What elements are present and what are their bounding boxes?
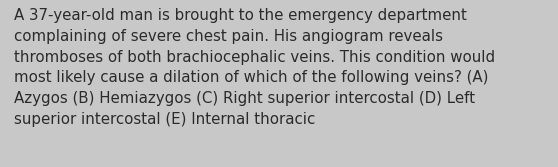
Text: A 37-year-old man is brought to the emergency department
complaining of severe c: A 37-year-old man is brought to the emer… xyxy=(14,8,495,127)
